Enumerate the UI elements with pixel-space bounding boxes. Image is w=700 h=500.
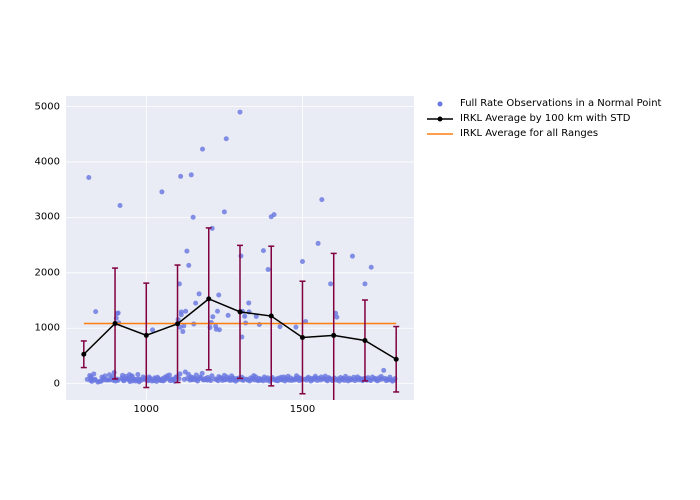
x-tick-label: 1000	[134, 404, 159, 415]
legend-swatch	[426, 127, 454, 141]
plot-axes	[66, 96, 414, 400]
y-tick-label: 0	[54, 378, 60, 389]
legend-swatch	[426, 112, 454, 126]
y-tick-label: 3000	[35, 212, 60, 223]
legend-swatch	[426, 97, 454, 111]
plot-canvas	[66, 96, 414, 400]
legend-entry: IRKL Average by 100 km with STD	[426, 111, 661, 126]
legend-label: Full Rate Observations in a Normal Point	[460, 98, 661, 109]
legend-label: IRKL Average by 100 km with STD	[460, 113, 630, 124]
figure: 1000 1500 0 1000 2000 3000 4000 5000 Full Rate…	[0, 0, 700, 500]
y-tick-label: 4000	[35, 156, 60, 167]
y-tick-label: 1000	[35, 323, 60, 334]
legend-entry: IRKL Average for all Ranges	[426, 126, 661, 141]
legend-entry: Full Rate Observations in a Normal Point	[426, 96, 661, 111]
y-tick-label: 5000	[35, 101, 60, 112]
y-tick-label: 2000	[35, 267, 60, 278]
legend: Full Rate Observations in a Normal Point…	[426, 96, 661, 142]
x-tick-label: 1500	[290, 404, 315, 415]
legend-label: IRKL Average for all Ranges	[460, 128, 598, 139]
